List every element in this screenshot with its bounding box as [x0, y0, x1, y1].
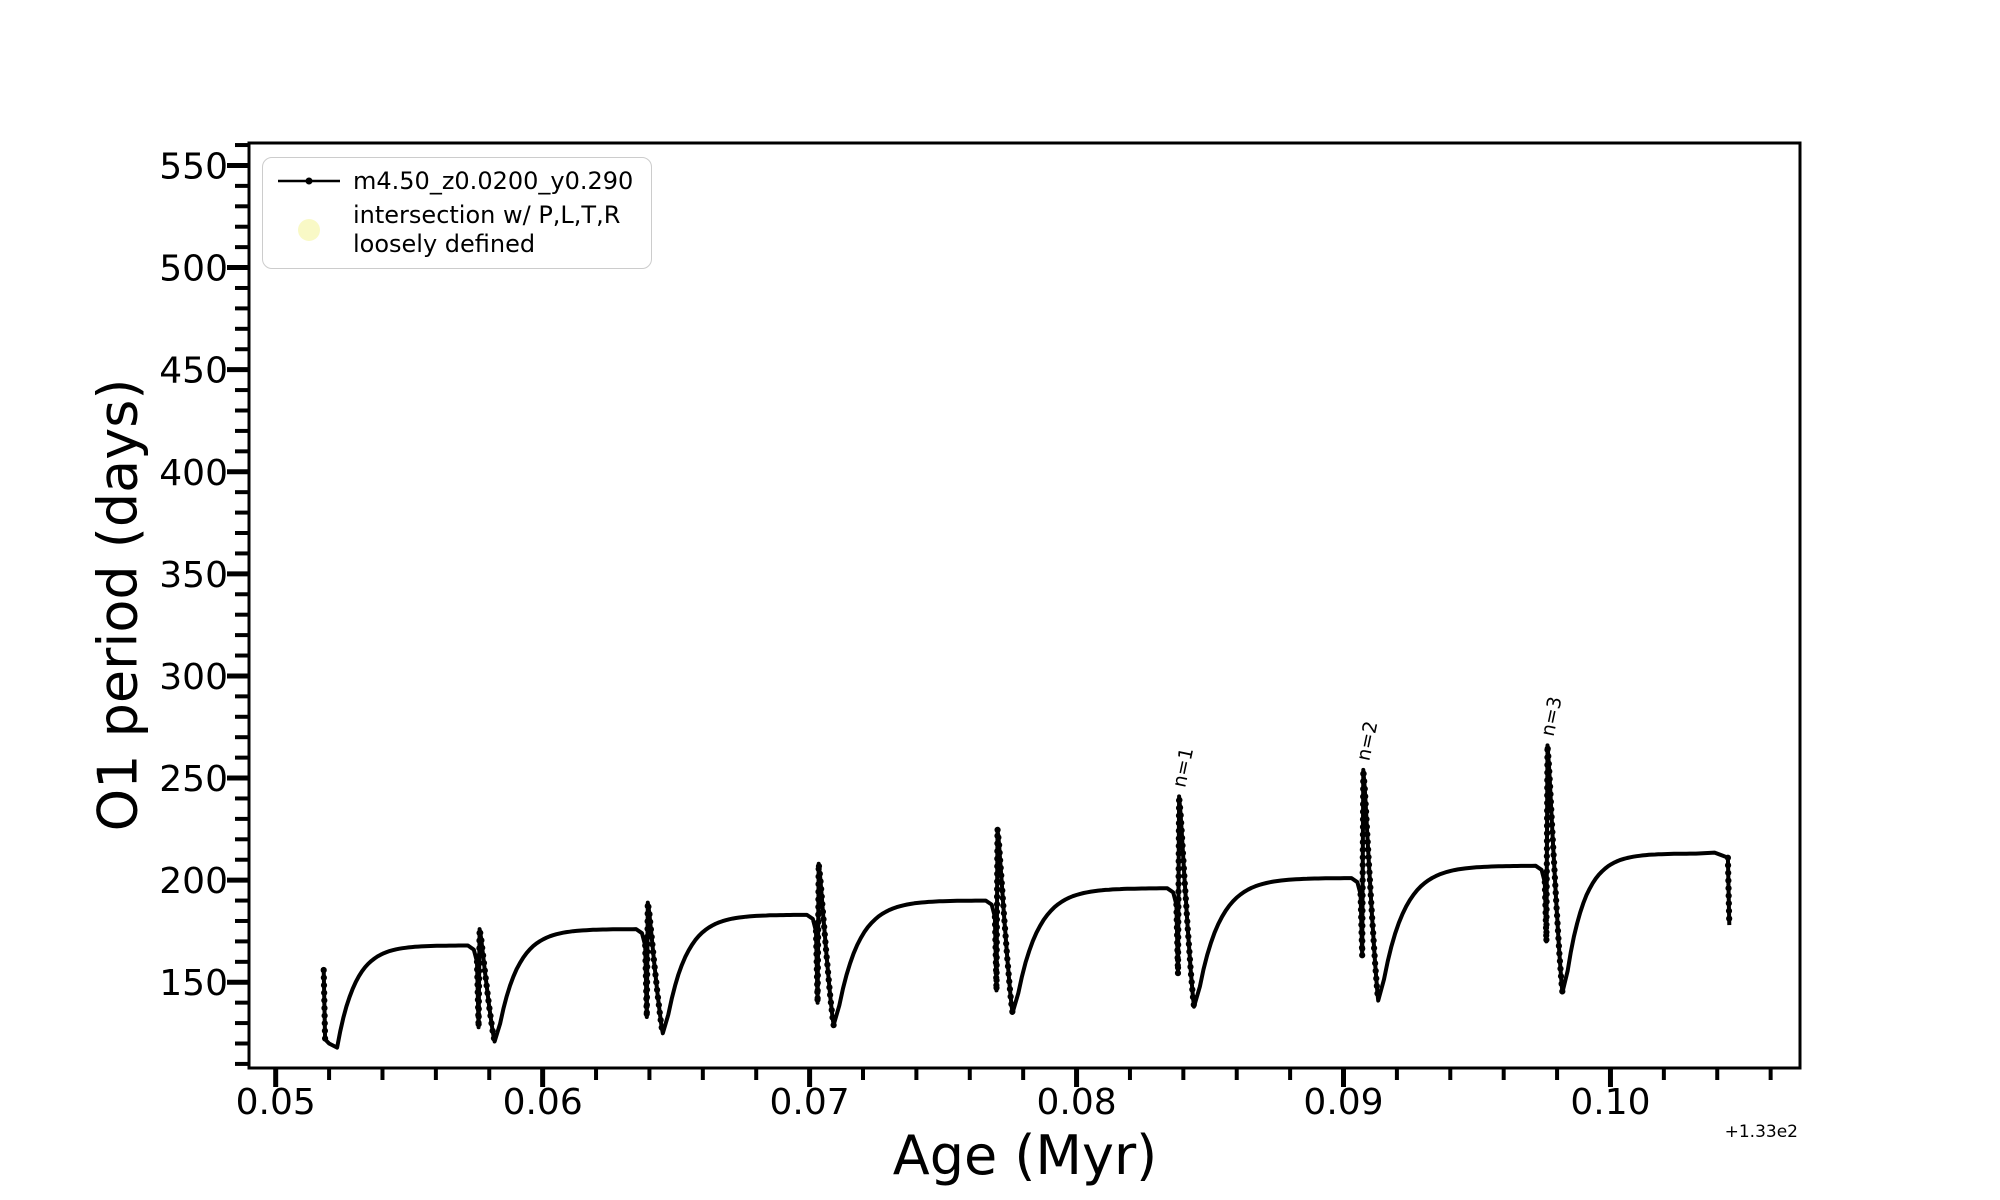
y-axis-label: O1 period (days)	[86, 378, 150, 832]
x-tick-label: 0.10	[1570, 1082, 1650, 1123]
legend-entry-series: m4.50_z0.0200_y0.290	[273, 167, 633, 196]
legend: m4.50_z0.0200_y0.290 intersection w/ P,L…	[262, 157, 653, 270]
series-markers	[320, 745, 1733, 1047]
y-tick-label: 250	[159, 759, 228, 800]
legend-entry-intersection: intersection w/ P,L,T,R loosely defined	[273, 201, 633, 259]
annotation-n-3: n=3	[1537, 695, 1567, 739]
circle-marker-icon	[273, 218, 345, 241]
y-tick-label: 150	[159, 963, 228, 1004]
x-tick-label: 0.06	[503, 1082, 583, 1123]
y-tick-label: 500	[159, 249, 228, 290]
x-tick-label: 0.07	[770, 1082, 850, 1123]
annotation-n-2: n=2	[1353, 719, 1383, 763]
y-tick-label: 450	[159, 351, 228, 392]
line-dot-marker-icon	[273, 176, 345, 186]
x-axis-offset-text: +1.33e2	[1724, 1122, 1798, 1142]
x-tick-label: 0.05	[236, 1082, 316, 1123]
x-tick-label: 0.08	[1036, 1082, 1116, 1123]
y-tick-label: 550	[159, 146, 228, 187]
y-tick-label: 400	[159, 453, 228, 494]
y-tick-label: 300	[159, 657, 228, 698]
annotation-n-1: n=1	[1168, 746, 1198, 790]
legend-entry-label: intersection w/ P,L,T,R loosely defined	[353, 200, 621, 258]
series-line	[321, 743, 1732, 1050]
y-tick-label: 350	[159, 555, 228, 596]
x-axis-label: Age (Myr)	[892, 1124, 1158, 1187]
x-tick-label: 0.09	[1303, 1082, 1383, 1123]
y-tick-label: 200	[159, 861, 228, 902]
legend-entry-label: m4.50_z0.0200_y0.290	[353, 167, 634, 195]
